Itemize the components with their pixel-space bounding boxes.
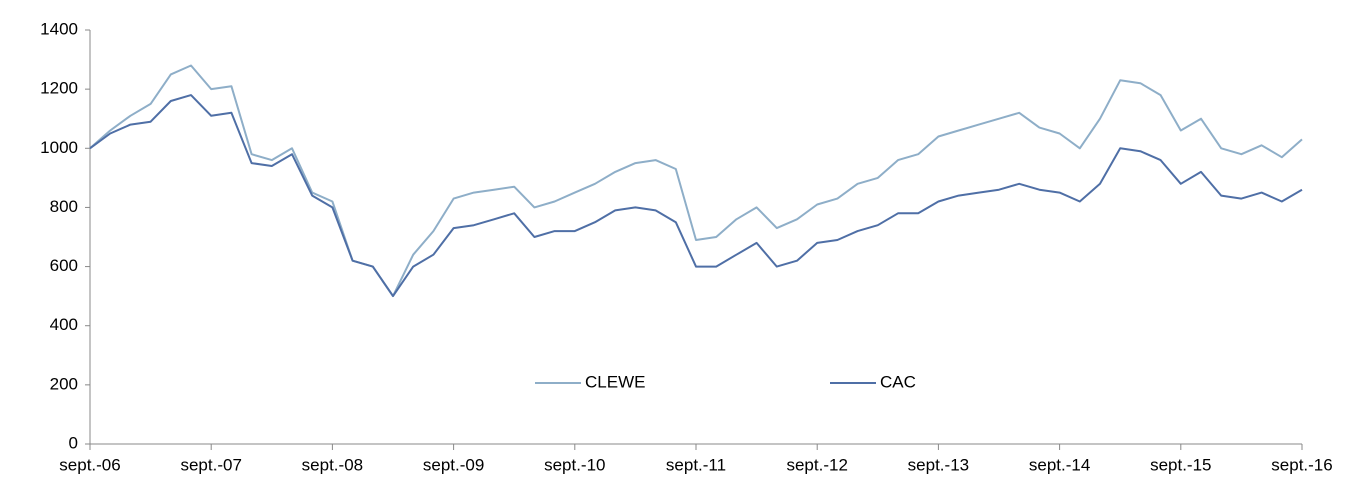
- x-tick-label: sept.-06: [59, 455, 120, 474]
- y-tick-label: 600: [50, 256, 78, 275]
- series-line: [89, 94, 1303, 298]
- x-tick-label: sept.-08: [302, 455, 363, 474]
- y-tick-label: 400: [50, 315, 78, 334]
- x-tick-label: sept.-09: [423, 455, 484, 474]
- x-tick-label: sept.-11: [666, 455, 726, 474]
- x-tick-label: sept.-13: [908, 455, 969, 474]
- x-tick-label: sept.-10: [544, 455, 605, 474]
- x-tick-label: sept.-07: [180, 455, 241, 474]
- x-tick-label: sept.-16: [1271, 455, 1332, 474]
- legend-label: CLEWE: [585, 372, 645, 391]
- y-tick-label: 0: [69, 433, 78, 452]
- series-line: [89, 64, 1303, 298]
- x-tick-label: sept.-14: [1029, 455, 1090, 474]
- y-tick-label: 1400: [40, 19, 78, 38]
- y-tick-label: 1200: [40, 79, 78, 98]
- y-tick-label: 200: [50, 374, 78, 393]
- y-tick-label: 1000: [40, 138, 78, 157]
- x-tick-label: sept.-12: [786, 455, 847, 474]
- x-tick-label: sept.-15: [1150, 455, 1211, 474]
- legend-label: CAC: [880, 372, 916, 391]
- y-tick-label: 800: [50, 197, 78, 216]
